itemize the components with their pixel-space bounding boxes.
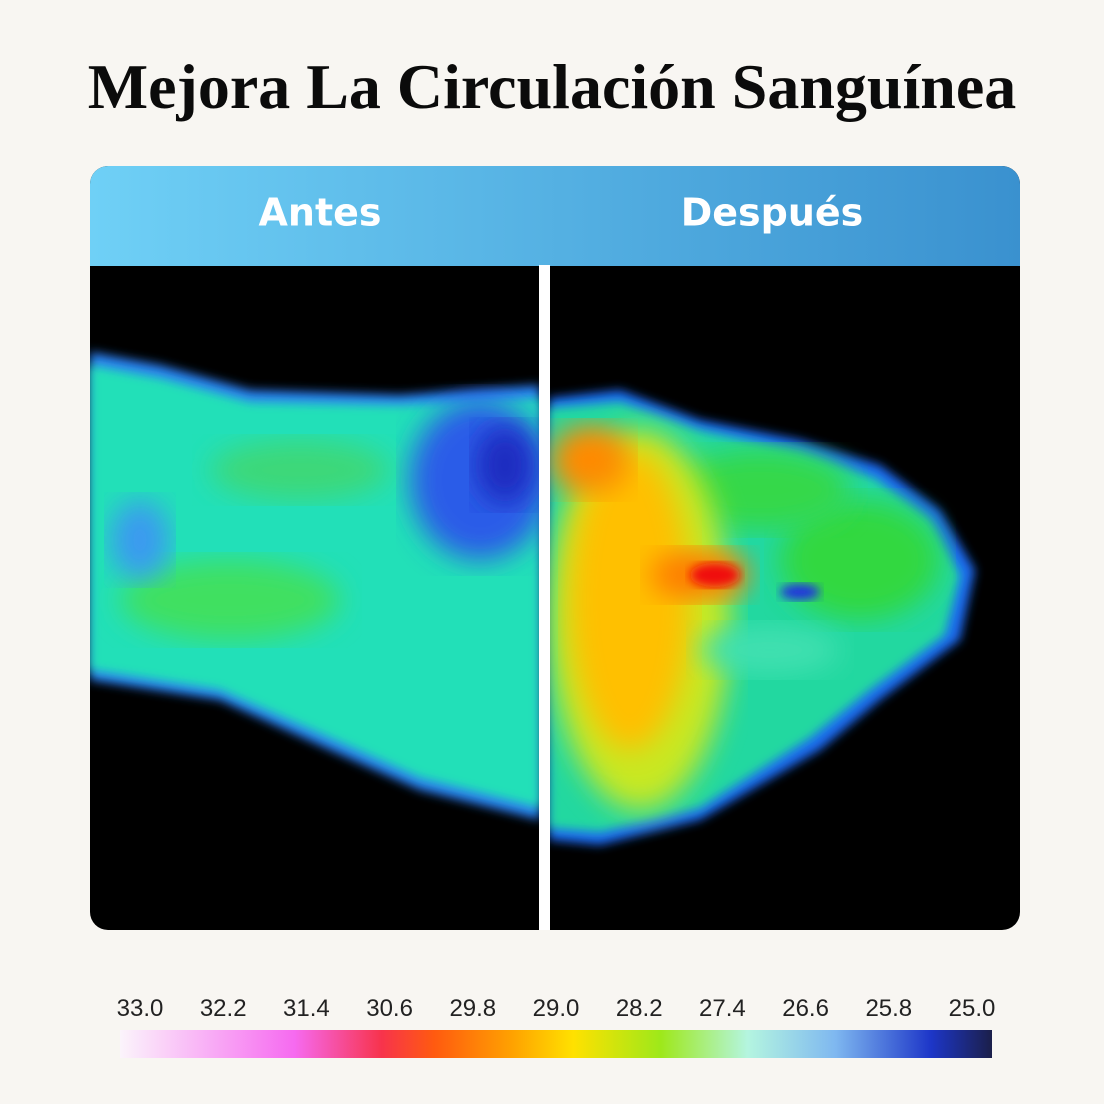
scale-label: 33.0 — [117, 995, 164, 1022]
scale-label: 26.6 — [782, 995, 829, 1022]
scale-label: 25.0 — [949, 995, 996, 1022]
after-image — [549, 390, 975, 845]
title: Mejora La Circulación Sanguínea — [87, 51, 1017, 122]
before-label: Antes — [258, 191, 381, 235]
color-scale — [120, 1030, 992, 1058]
scale-label: 31.4 — [283, 995, 330, 1022]
panel — [90, 166, 1020, 930]
scale-label: 30.6 — [366, 995, 413, 1022]
scale-labels: 33.0 32.2 31.4 30.6 29.8 29.0 28.2 27.4 26.6 25.8… — [117, 995, 996, 1022]
before-image — [90, 352, 540, 820]
after-label: Después — [681, 191, 864, 235]
scale-label: 29.0 — [533, 995, 580, 1022]
scale-label: 27.4 — [699, 995, 746, 1022]
scale-label: 29.8 — [449, 995, 496, 1022]
scale-label: 32.2 — [200, 995, 247, 1022]
scale-label: 25.8 — [865, 995, 912, 1022]
scale-label: 28.2 — [616, 995, 663, 1022]
